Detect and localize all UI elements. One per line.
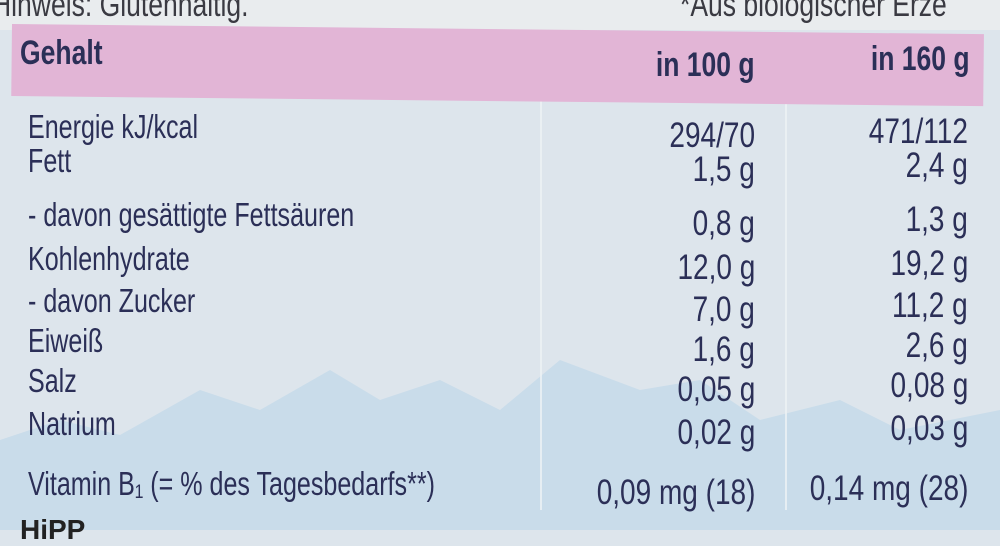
value-per-160g: 1,3 g bbox=[905, 200, 968, 239]
nutrient-label: Fett bbox=[28, 142, 72, 179]
organic-note: *Aus biologischer Erze bbox=[680, 0, 947, 24]
value-per-100g: 12,0 g bbox=[677, 248, 755, 287]
nutrient-label: - davon gesättigte Fettsäuren bbox=[28, 196, 355, 233]
value-per-160g: 2,6 g bbox=[905, 326, 968, 365]
value-per-160g: 2,4 g bbox=[905, 146, 968, 185]
nutrient-label: - davon Zucker bbox=[28, 282, 196, 319]
nutrient-label: Natrium bbox=[28, 405, 116, 442]
header-col1: in 100 g bbox=[656, 46, 755, 84]
value-per-160g: 0,03 g bbox=[890, 409, 968, 448]
value-per-160g: 11,2 g bbox=[892, 286, 968, 325]
header-label: Gehalt bbox=[20, 34, 103, 72]
value-per-100g: 0,8 g bbox=[692, 204, 755, 243]
value-per-100g: 0,02 g bbox=[677, 413, 755, 452]
value-per-100g: 0,05 g bbox=[677, 370, 755, 409]
nutrient-label: Kohlenhydrate bbox=[28, 240, 190, 277]
value-per-160g: 0,14 mg (28) bbox=[809, 469, 968, 508]
header-col2: in 160 g bbox=[871, 40, 970, 78]
gluten-note: Hinweis: Glutenhaltig. bbox=[0, 0, 249, 24]
mountain-background bbox=[0, 360, 1000, 530]
column-divider bbox=[540, 100, 542, 510]
value-per-100g: 1,5 g bbox=[692, 150, 755, 189]
column-divider bbox=[785, 100, 787, 510]
value-per-160g: 0,08 g bbox=[890, 366, 968, 405]
value-per-100g: 294/70 bbox=[669, 116, 755, 155]
brand-footer: HiPP bbox=[20, 514, 86, 545]
nutrient-label: Vitamin B₁ (= % des Tagesbedarfs**) bbox=[28, 465, 435, 502]
nutrient-label: Salz bbox=[28, 362, 77, 399]
value-per-100g: 7,0 g bbox=[692, 290, 755, 329]
value-per-160g: 471/112 bbox=[868, 112, 968, 151]
nutrient-label: Eiweiß bbox=[28, 322, 104, 359]
value-per-100g: 1,6 g bbox=[692, 330, 755, 369]
header-band bbox=[11, 24, 984, 107]
value-per-100g: 0,09 mg (18) bbox=[596, 473, 755, 512]
nutrient-label: Energie kJ/kcal bbox=[28, 108, 199, 145]
value-per-160g: 19,2 g bbox=[890, 244, 968, 283]
